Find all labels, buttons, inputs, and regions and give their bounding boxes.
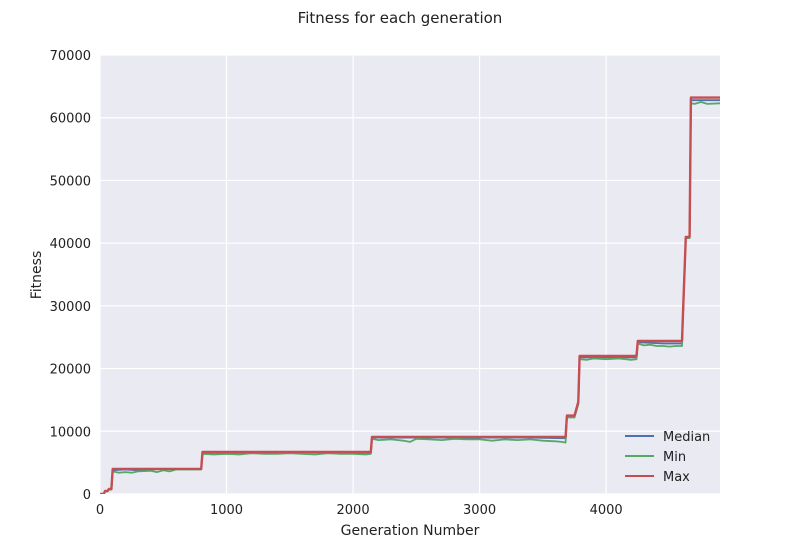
x-tick-label-2: 2000 — [337, 503, 370, 518]
y-tick-label-1: 10000 — [50, 425, 91, 440]
grid-lines — [99, 54, 720, 495]
y-tick-label-4: 40000 — [50, 237, 91, 252]
y-axis-label: Fitness — [29, 251, 45, 300]
plot-area — [100, 55, 720, 494]
series-line-min — [100, 101, 720, 494]
legend-label-median: Median — [663, 430, 710, 445]
x-axis-label: Generation Number — [341, 523, 480, 539]
legend-label-min: Min — [663, 450, 686, 465]
series-lines — [100, 96, 720, 494]
y-tick-label-2: 20000 — [50, 363, 91, 378]
y-tick-label-3: 30000 — [50, 300, 91, 315]
y-tick-label-0: 0 — [83, 488, 91, 503]
tick-labels: 0 1000 2000 3000 400001000020000300004000050… — [50, 49, 623, 518]
y-tick-label-5: 50000 — [50, 174, 91, 189]
x-tick-label-1: 1000 — [210, 503, 243, 518]
legend: Median Min Max — [625, 430, 710, 485]
x-tick-label-4: 4000 — [590, 503, 623, 518]
x-tick-label-0: 0 — [96, 503, 104, 518]
legend-label-max: Max — [663, 470, 690, 485]
series-line-max — [100, 96, 720, 494]
x-tick-label-3: 3000 — [463, 503, 496, 518]
chart-title: Fitness for each generation — [298, 9, 503, 27]
y-tick-label-6: 60000 — [50, 112, 91, 127]
y-tick-label-7: 70000 — [50, 49, 91, 64]
